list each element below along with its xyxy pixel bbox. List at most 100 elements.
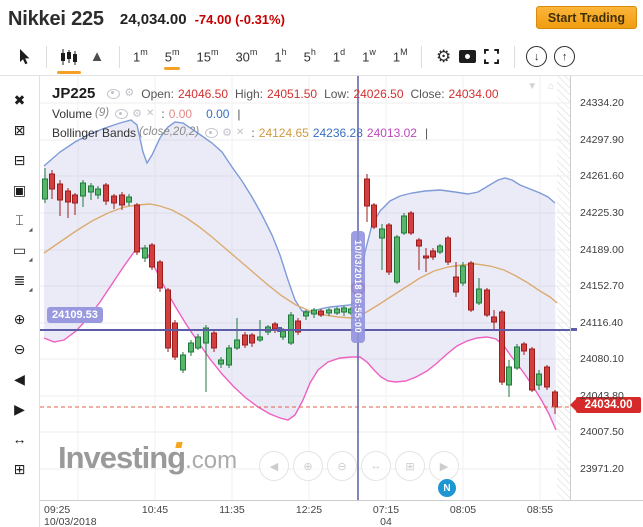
- crosshair-price-tag: 24109.53: [47, 307, 103, 323]
- save-download-icon[interactable]: ↓: [525, 45, 549, 69]
- instrument-title: Nikkei 225: [8, 7, 104, 30]
- bollinger-fill: [44, 120, 556, 430]
- candle-down: [211, 332, 217, 349]
- timeframe-1h[interactable]: 1h: [274, 47, 287, 65]
- delete-indicators-tool[interactable]: ⊟: [13, 151, 26, 168]
- low-label: Low:: [324, 86, 350, 101]
- candle-up: [514, 346, 520, 369]
- candle-up: [42, 178, 48, 200]
- time-axis-label: 11:35: [219, 504, 245, 516]
- candle-up: [218, 359, 224, 365]
- candle-up: [257, 336, 263, 341]
- pan-left-button[interactable]: ◀: [259, 451, 289, 481]
- candle-up: [226, 347, 232, 366]
- clone-chart-tool[interactable]: ▣: [12, 181, 27, 198]
- zoom-range-button[interactable]: ↔: [361, 451, 391, 481]
- timeframe-15m[interactable]: 15m: [196, 47, 219, 65]
- price-axis-label: 24297.90: [580, 134, 624, 146]
- pan-right-tool[interactable]: ▶: [14, 400, 25, 417]
- candle-up: [234, 339, 240, 349]
- candle-down: [119, 194, 125, 206]
- candle-up: [394, 236, 400, 283]
- time-axis-label: 08:55: [526, 504, 554, 516]
- candle-down: [103, 184, 109, 202]
- candle-down: [157, 261, 163, 289]
- settings-gear-icon[interactable]: ⚙: [436, 47, 452, 66]
- candlestick-chart-type-icon[interactable]: [57, 45, 81, 74]
- price-axis[interactable]: 24034.00 24334.20 24297.90 24261.60 24225.3…: [570, 76, 643, 500]
- timeframe-1w[interactable]: 1w: [362, 47, 376, 65]
- zoom-reset-tool[interactable]: ⊞: [13, 460, 26, 477]
- toolbar-divider: [46, 45, 47, 68]
- zoom-in-tool[interactable]: ⊕: [13, 310, 26, 327]
- eye-icon[interactable]: [205, 128, 219, 138]
- area-chart-type-icon[interactable]: ▲: [89, 48, 105, 65]
- candle-down: [499, 311, 505, 383]
- fibonacci-lines-tool[interactable]: ≣: [8, 268, 33, 294]
- cursor-tool-icon[interactable]: [12, 45, 36, 69]
- gear-icon[interactable]: ⚙: [132, 107, 142, 120]
- gear-icon[interactable]: ⚙: [222, 126, 233, 139]
- close-icon[interactable]: ✕: [145, 108, 155, 119]
- zoom-range-tool[interactable]: ↔: [12, 431, 27, 447]
- crosshair-axis-tick: [571, 328, 577, 331]
- last-price: 24,034.00: [119, 10, 187, 28]
- pan-left-tool[interactable]: ◀: [14, 370, 25, 387]
- legend-symbol: JP225: [52, 85, 96, 102]
- news-marker-badge[interactable]: N: [437, 478, 457, 498]
- chart-plot-area[interactable]: JP225 ⚙ Open: 24046.50 High: 24051.50 Lo…: [40, 76, 570, 500]
- pan-right-button[interactable]: ▶: [429, 451, 459, 481]
- zoom-in-button[interactable]: ⊕: [293, 451, 323, 481]
- candle-up: [476, 288, 482, 304]
- price-axis-label: 24334.20: [580, 97, 624, 109]
- chart-toolbar: ▲ 1m 5m 15m 30m 1h 5h 1d 1w 1M ⚙ ↓ ↑: [0, 38, 643, 76]
- timeframe-30m[interactable]: 30m: [235, 47, 258, 65]
- high-label: High:: [235, 86, 264, 101]
- gear-icon[interactable]: ⚙: [124, 87, 135, 99]
- delete-selected-tool[interactable]: ⊠: [13, 121, 26, 138]
- start-trading-button[interactable]: Start Trading: [535, 6, 637, 29]
- candle-down: [295, 320, 301, 333]
- candle-up: [506, 366, 512, 386]
- candle-down: [149, 244, 155, 268]
- time-axis-label: 07:15 04: [372, 504, 400, 527]
- low-value: 24026.50: [353, 86, 404, 101]
- candle-down: [529, 348, 535, 391]
- zoom-out-button[interactable]: ⊖: [327, 451, 357, 481]
- candle-up: [341, 307, 347, 313]
- candle-up: [88, 185, 94, 193]
- rectangle-tool[interactable]: ▭: [8, 238, 33, 264]
- close-icon[interactable]: ✕: [236, 127, 245, 138]
- timeframe-5h[interactable]: 5h: [303, 47, 316, 65]
- camera-glyph: [459, 50, 477, 63]
- timeframe-1d[interactable]: 1d: [332, 47, 346, 65]
- candle-up: [311, 309, 317, 315]
- watermark-suffix: .com: [185, 447, 238, 474]
- eye-icon[interactable]: [107, 88, 121, 99]
- eye-icon[interactable]: [115, 109, 129, 119]
- fullscreen-icon[interactable]: [480, 45, 504, 69]
- price-chart-canvas[interactable]: [40, 76, 570, 500]
- candle-up: [180, 354, 186, 371]
- zoom-out-tool[interactable]: ⊖: [13, 340, 26, 357]
- load-upload-icon[interactable]: ↑: [553, 45, 577, 69]
- chart-corner-icons[interactable]: ▼ ⌂: [527, 81, 558, 92]
- line-anchor-dot: [277, 327, 282, 332]
- toolbar-divider: [420, 45, 422, 68]
- candle-down: [72, 194, 78, 204]
- vertical-line-tool[interactable]: ⌶: [8, 208, 32, 234]
- candle-down: [371, 204, 377, 228]
- candle-down: [242, 334, 248, 346]
- timeframe-5m[interactable]: 5m: [163, 47, 181, 71]
- timeframe-1m[interactable]: 1m: [133, 47, 148, 65]
- candle-down: [416, 239, 422, 247]
- timeframe-selector: 1m 5m 15m 30m 1h 5h 1d 1w 1M: [132, 47, 409, 71]
- timeframe-1M[interactable]: 1M: [392, 47, 408, 65]
- close-tool[interactable]: ✖: [13, 91, 26, 108]
- time-axis[interactable]: 09:25 10/03/2018 10:45 11:35 12:25 07:15 04 08:…: [40, 500, 643, 527]
- volume-value-1: 0.00: [168, 107, 193, 121]
- screenshot-camera-icon[interactable]: [456, 45, 480, 69]
- time-axis-label: 08:05: [449, 504, 477, 516]
- zoom-reset-button[interactable]: ⊞: [395, 451, 425, 481]
- time-axis-label: 10:45: [141, 504, 169, 516]
